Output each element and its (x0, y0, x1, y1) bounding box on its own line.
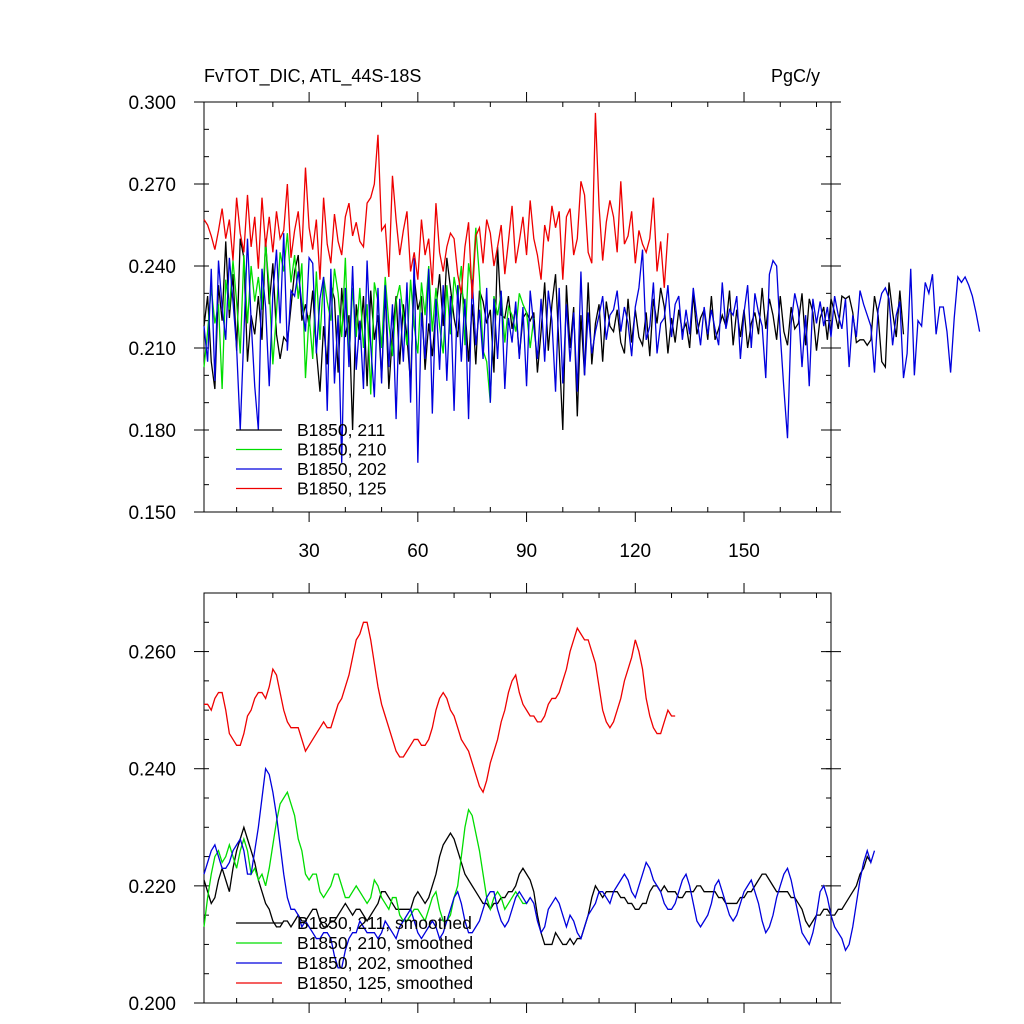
panel-units: PgC/y (771, 66, 820, 86)
legend-label: B1850, 211, smoothed (297, 913, 472, 933)
series-group (203, 112, 981, 463)
y-tick-label: 0.210 (128, 339, 176, 360)
legend-label: B1850, 210 (297, 440, 387, 460)
legend-label: B1850, 125, smoothed (297, 973, 473, 993)
y-tick-label: 0.270 (128, 175, 176, 196)
series-line-b1850-210-smoothed (203, 790, 531, 927)
series-line-b1850-202 (203, 233, 981, 463)
axis-ticks: 0.200 0.220 0.240 0.260 (128, 583, 841, 1015)
legend-label: B1850, 210, smoothed (297, 933, 473, 953)
series-line-b1850-211-smoothed (203, 825, 872, 946)
series-group (203, 621, 876, 969)
bottom-panel-smoothed: 0.200 0.220 0.240 0.260 B1850, 211, smoothe… (128, 583, 876, 1015)
x-tick-label: 60 (407, 541, 428, 562)
axis-ticks: 0.150 0.180 0.210 0.240 0.270 0.300 30 60 90 120 1… (128, 92, 841, 562)
series-line-b1850-202-smoothed (203, 766, 876, 969)
x-tick-label: 120 (619, 541, 651, 562)
x-tick-label: 30 (299, 541, 320, 562)
y-tick-label: 0.150 (128, 503, 176, 524)
y-tick-label: 0.300 (128, 93, 176, 114)
y-tick-label: 0.220 (128, 877, 176, 898)
x-tick-label: 150 (728, 541, 760, 562)
legend-label: B1850, 211 (297, 420, 385, 440)
y-tick-label: 0.260 (128, 643, 176, 664)
top-panel-fvtot-dic: FvTOT_DIC, ATL_44S-18S PgC/y 0.1500.1800… (128, 66, 981, 562)
y-tick-label: 0.240 (128, 257, 176, 278)
panel-title: FvTOT_DIC, ATL_44S-18S (204, 66, 421, 87)
y-tick-label: 0.240 (128, 760, 176, 781)
series-line-b1850-211 (203, 238, 905, 431)
series-line-b1850-210 (203, 227, 535, 403)
y-tick-label: 0.180 (128, 421, 176, 442)
series-line-b1850-125-smoothed (204, 621, 676, 794)
legend-label: B1850, 202 (297, 459, 387, 479)
x-tick-label: 90 (516, 541, 537, 562)
legend-label: B1850, 202, smoothed (297, 953, 473, 973)
y-tick-label: 0.200 (128, 994, 176, 1015)
plot-frame (203, 101, 832, 513)
series-line-b1850-125 (203, 112, 669, 299)
legend-label: B1850, 125 (297, 479, 387, 499)
